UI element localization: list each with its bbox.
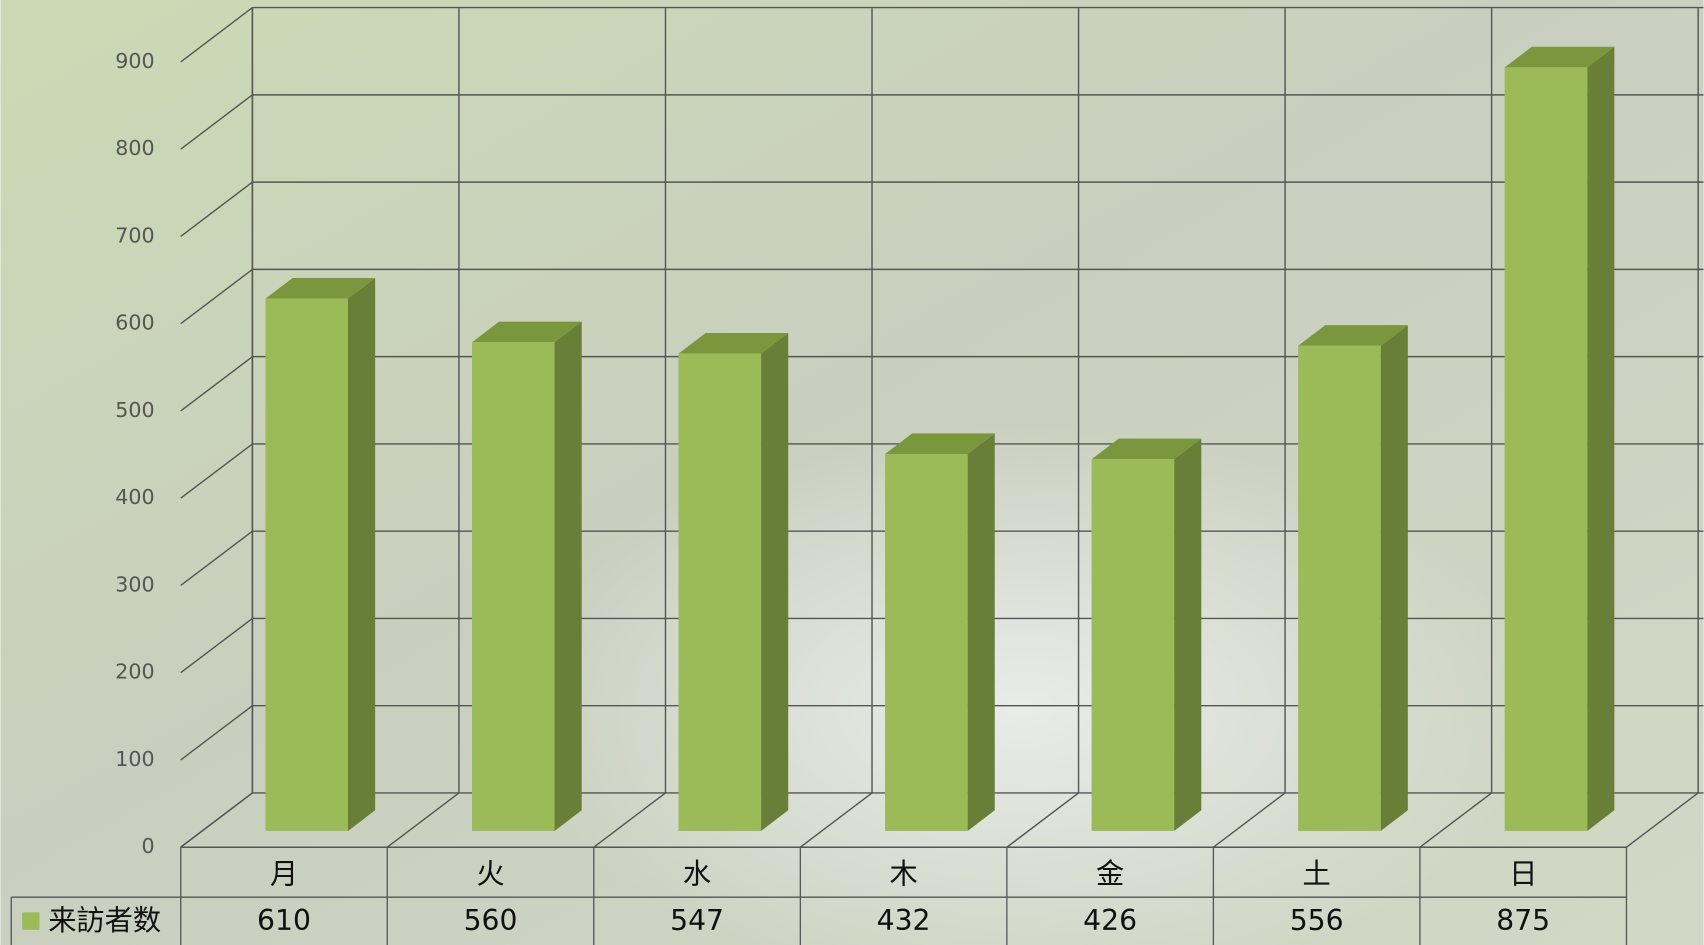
floor-grid-line [799,792,873,848]
bar [1504,67,1588,831]
bar [265,298,348,831]
table-value: 610 [257,904,311,937]
y-tick-label: 100 [115,747,154,771]
bar-side [1380,325,1408,831]
y-tick-label: 0 [142,834,155,858]
floor-grid-line [180,792,253,848]
y-tick-label: 900 [115,49,154,73]
grid-line [180,94,253,150]
grid-line [180,443,253,499]
category-label: 日 [1509,857,1537,890]
bar-top [1298,325,1408,346]
grid-line [180,7,253,63]
bar-side [348,278,376,831]
y-tick-label: 200 [115,660,154,684]
bar [1298,345,1381,831]
grid-line [180,705,253,761]
grid-line [180,356,253,412]
category-label: 金 [1096,857,1124,890]
bar-side [761,333,789,831]
floor-grid-line [1419,792,1493,848]
y-tick-label: 400 [115,485,154,509]
bar [885,453,968,831]
bar [1091,459,1175,831]
legend-label: 来訪者数 [48,904,161,937]
bar-top [678,333,789,354]
bar-side [1174,438,1202,831]
bar-top [1504,46,1615,68]
floor-grid-line [1212,792,1286,848]
category-label: 土 [1303,857,1331,890]
table-value: 547 [670,904,724,937]
grid-line [180,268,253,325]
floor-grid-line [593,792,666,848]
table-value: 432 [877,904,931,937]
category-label: 木 [889,857,917,890]
floor-grid-line [386,792,460,848]
table-value: 426 [1083,904,1137,937]
bar [678,353,762,831]
y-tick-label: 300 [115,572,154,596]
floor-grid-line [1626,792,1699,848]
bar-side [554,321,582,831]
grid-line [180,617,253,674]
bar-top [265,278,376,299]
bar-side [1587,46,1615,831]
category-label: 火 [476,857,504,890]
category-label: 月 [270,857,298,890]
legend-swatch [22,912,40,930]
table-value: 556 [1290,904,1344,937]
table-value: 560 [464,904,518,937]
y-tick-label: 700 [115,223,154,247]
floor-grid-line [1006,792,1079,848]
bar-top [885,433,995,454]
category-label: 水 [683,857,711,890]
y-tick-label: 500 [115,398,154,422]
grid-line [180,530,253,587]
bar-top [1091,438,1202,460]
y-tick-label: 600 [115,311,154,335]
bar-top [471,321,582,343]
table-value: 875 [1496,904,1550,937]
bar-side [967,433,995,831]
y-tick-label: 800 [115,136,154,160]
grid-line [180,181,253,237]
bar [471,342,555,831]
